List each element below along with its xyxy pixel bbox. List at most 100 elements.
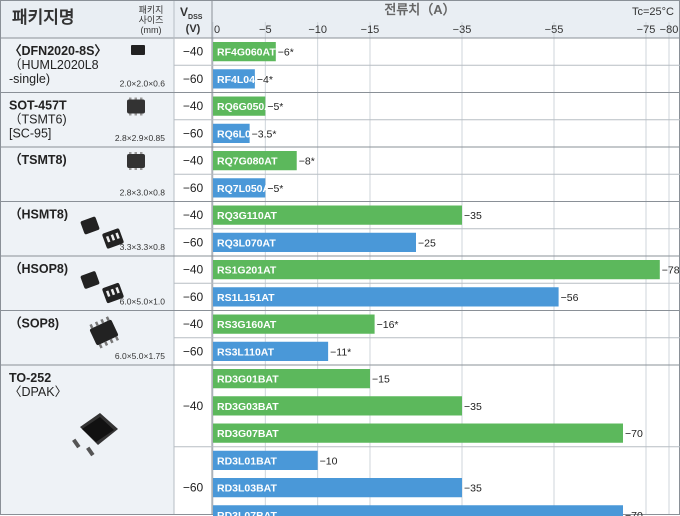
bar	[213, 178, 266, 198]
bar-rq3l070at: RQ3L070AT −25	[213, 232, 436, 252]
chip-pin	[134, 97, 137, 100]
bar-rq7l050at: RQ7L050AT−5*	[213, 178, 283, 198]
value-label: −70	[625, 510, 643, 516]
vdss-value: −60	[183, 290, 204, 304]
vdss-value: −60	[183, 72, 204, 86]
value-label: −35	[464, 401, 482, 413]
chip-body	[127, 154, 145, 168]
package-name: （SOP8)	[9, 316, 59, 331]
part-number-label: RS3L110AT	[217, 346, 275, 358]
package-name: （TSMT8)	[9, 152, 67, 167]
chip-lead	[86, 446, 95, 457]
vdss-value: −60	[183, 181, 204, 195]
chip-pin	[134, 152, 137, 154]
package-name: （TSMT6)	[9, 113, 67, 127]
chip-pin	[129, 152, 132, 154]
part-number-label: RQ3G110AT	[217, 210, 277, 222]
value-label: −11*	[330, 346, 351, 358]
chip-pin	[140, 97, 143, 100]
chip-body	[89, 319, 119, 346]
vdss-column-background	[174, 38, 212, 514]
vdss-value: −60	[183, 344, 204, 358]
value-label: −3.5*	[252, 128, 277, 140]
value-label: −25	[418, 237, 436, 249]
chip-pin	[109, 338, 114, 344]
bar	[213, 205, 462, 225]
chip-pin	[129, 113, 132, 116]
bar-rd3l07bat: RD3L07BAT −70	[213, 505, 643, 516]
bar	[213, 423, 623, 443]
bar	[213, 96, 266, 116]
bar	[213, 232, 416, 252]
value-label: −16*	[377, 319, 399, 331]
package-name: （HSOP8)	[9, 261, 68, 276]
x-tick-label: −75	[637, 24, 656, 36]
size-column-header-line1: 패키지	[139, 5, 164, 15]
value-label: −10	[320, 455, 338, 467]
package-name: 〈DFN2020-8S〉	[9, 43, 107, 58]
vdss-header: VDSS	[180, 5, 203, 21]
bar-rs3l110at: RS3L110AT −11*	[213, 341, 351, 361]
dfn-chip-icon	[131, 45, 145, 55]
hsmt8-chip-icon	[80, 216, 124, 249]
chip-pin	[129, 97, 132, 100]
part-number-label: RD3G03BAT	[217, 401, 279, 413]
vdss-value: −40	[183, 263, 204, 277]
chip-pad	[105, 290, 111, 297]
chip-pin	[105, 316, 110, 321]
bar	[213, 341, 329, 361]
part-number-label: RS1G201AT	[217, 265, 277, 277]
size-column-header-line2: 사이즈	[139, 15, 164, 25]
chip-pad	[110, 288, 116, 296]
bar-rs1g201at: RS1G201AT −78	[213, 260, 680, 280]
bar-rf4l040at: RF4L040AT−4*	[213, 69, 275, 89]
chip-pin	[140, 113, 143, 116]
bar	[213, 369, 370, 389]
value-label: −5*	[267, 183, 283, 195]
chip-body	[131, 45, 145, 55]
bar-rq6g050at: RQ6G050AT−5*	[213, 96, 283, 116]
bar-rf4g060at: RF4G060AT −6*	[213, 42, 294, 62]
package-size: 6.0×5.0×1.75	[115, 351, 165, 361]
value-label: −70	[625, 428, 643, 440]
chip-body	[82, 417, 114, 442]
vdss-value: −60	[183, 235, 204, 249]
part-number-label: RD3G07BAT	[217, 428, 279, 440]
bar	[213, 314, 375, 334]
chip-pin	[94, 321, 99, 327]
vdss-unit-header: (V)	[186, 23, 201, 35]
sop8-chip-icon	[89, 316, 120, 349]
chip-pad	[110, 234, 116, 241]
x-tick-label: −10	[308, 24, 327, 36]
vdss-value: −40	[183, 399, 204, 413]
part-number-label: RQ3L070AT	[217, 237, 276, 249]
chip-pin	[104, 341, 109, 346]
package-column-header: 패키지명	[12, 8, 75, 27]
bar	[213, 69, 255, 89]
x-tick-label: −5	[259, 24, 272, 36]
vdss-value: −40	[183, 45, 204, 59]
package-size: 10.0×6.6×2.3	[115, 515, 165, 516]
chip-pin	[129, 168, 132, 170]
chip-body	[127, 99, 145, 114]
bar	[213, 505, 623, 516]
part-number-label: RF4L040AT	[217, 74, 275, 86]
tsmt8-chip-icon	[127, 152, 145, 170]
package-name: 〈DPAK〉	[9, 385, 67, 399]
package-size: 6.0×5.0×1.0	[120, 297, 166, 307]
part-number-label: RD3L01BAT	[217, 455, 277, 467]
vdss-value: −60	[183, 126, 204, 140]
bar	[213, 260, 660, 280]
tc-condition-note: Tc=25°C	[632, 6, 674, 18]
package-size: 3.3×3.3×0.8	[120, 242, 166, 252]
package-size: 2.8×2.9×0.85	[115, 133, 165, 143]
value-label: −4*	[257, 74, 273, 86]
current-axis-title: 전류치（A）	[384, 2, 455, 17]
package-name: -single)	[9, 72, 50, 86]
part-number-label: RD3G01BAT	[217, 374, 279, 386]
package-name: （HSMT8)	[9, 207, 68, 222]
x-tick-label: 0	[214, 24, 220, 36]
chip-pad	[115, 232, 120, 240]
bar-rd3l01bat: RD3L01BAT −10	[213, 450, 338, 470]
package-name: [SC-95]	[9, 127, 51, 141]
